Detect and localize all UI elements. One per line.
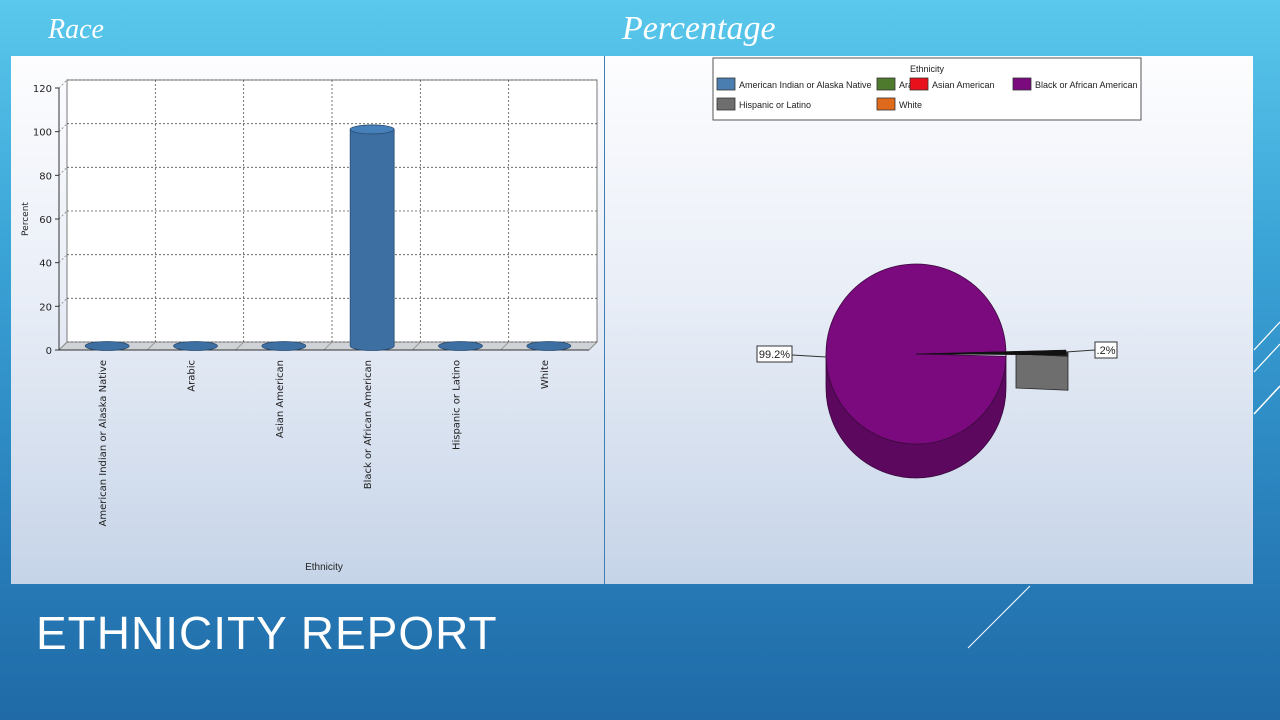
legend-label-4: Hispanic or Latino — [739, 100, 811, 110]
y-tick-label: 120 — [33, 84, 52, 95]
deco-line — [967, 585, 1031, 649]
bar-0 — [84, 341, 130, 351]
y-tick-label: 60 — [39, 215, 52, 226]
pie-slice-side-minor — [1015, 353, 1069, 391]
grid-line — [58, 79, 68, 89]
page-title: ETHNICITY REPORT — [36, 607, 498, 659]
y-tick-label: 40 — [39, 259, 52, 270]
y-axis-title: Percent — [21, 202, 31, 236]
bar-2 — [261, 341, 307, 351]
x-tick-label: Asian American — [275, 360, 286, 438]
legend-label-5: White — [899, 100, 922, 110]
grid-line — [412, 341, 421, 351]
grid-line — [58, 298, 68, 307]
y-tick-label: 80 — [39, 171, 52, 182]
legend-swatch-5 — [876, 97, 896, 111]
grid-line — [58, 167, 68, 176]
race-heading: Race — [48, 14, 104, 45]
bar-chart-panel: 0 20 40 60 80 100 120 American Indian or Alaska… — [11, 56, 605, 584]
grid-line — [58, 210, 68, 220]
y-tick-label: 0 — [46, 346, 52, 357]
percentage-heading: Percentage — [622, 10, 776, 47]
grid-line — [235, 341, 244, 351]
bar-chart: 0 20 40 60 80 100 120 American Indian or Alaska… — [21, 79, 599, 573]
pie-slice-sliver — [915, 349, 1067, 356]
legend-swatch-3 — [1012, 77, 1032, 91]
grid-line — [58, 123, 68, 132]
legend-swatch-0 — [716, 77, 736, 91]
grid-line — [500, 341, 509, 351]
grid-line — [323, 341, 333, 351]
legend-swatch-2 — [909, 77, 929, 91]
pie-chart: Ethnicity American Indian or Alaska Nativ… — [712, 57, 1142, 479]
pie-slice-main — [825, 263, 1007, 445]
legend-label-0: American Indian or Alaska Native — [739, 80, 872, 90]
leader-line-main — [791, 354, 827, 358]
pie-chart-panel: Ethnicity American Indian or Alaska Nativ… — [605, 56, 1253, 584]
legend-swatch-1 — [876, 77, 896, 91]
x-tick-label: Black or African American — [363, 360, 374, 489]
data-label-box-main — [756, 345, 793, 363]
x-tick-label: White — [540, 360, 551, 389]
grid-line — [58, 341, 68, 351]
legend-label-2: Asian American — [932, 80, 995, 90]
bar-1 — [173, 341, 218, 351]
legend-label-3: Black or African American — [1035, 80, 1138, 90]
x-axis-title: Ethnicity — [305, 562, 343, 573]
data-label-minor: .2% — [1097, 345, 1116, 357]
grid-line — [58, 254, 68, 263]
legend-swatch-4 — [716, 97, 736, 111]
bar-5 — [526, 341, 572, 351]
deco-line — [1253, 343, 1280, 373]
bar-3 — [349, 129, 395, 351]
y-tick-label: 100 — [33, 128, 52, 139]
grid-line — [147, 341, 156, 351]
x-tick-label: Arabic — [187, 360, 198, 392]
legend-title: Ethnicity — [910, 64, 945, 74]
x-tick-label: Hispanic or Latino — [452, 360, 463, 450]
data-label-main: 99.2% — [759, 349, 790, 361]
data-label-box-minor — [1094, 341, 1118, 359]
bar-4 — [438, 341, 483, 351]
deco-line — [1253, 385, 1280, 415]
bar-top-3 — [349, 124, 395, 135]
deco-line — [1253, 321, 1280, 351]
x-tick-label: American Indian or Alaska Native — [98, 360, 109, 527]
leader-line-minor — [1065, 349, 1096, 353]
y-tick-label: 20 — [39, 302, 52, 313]
